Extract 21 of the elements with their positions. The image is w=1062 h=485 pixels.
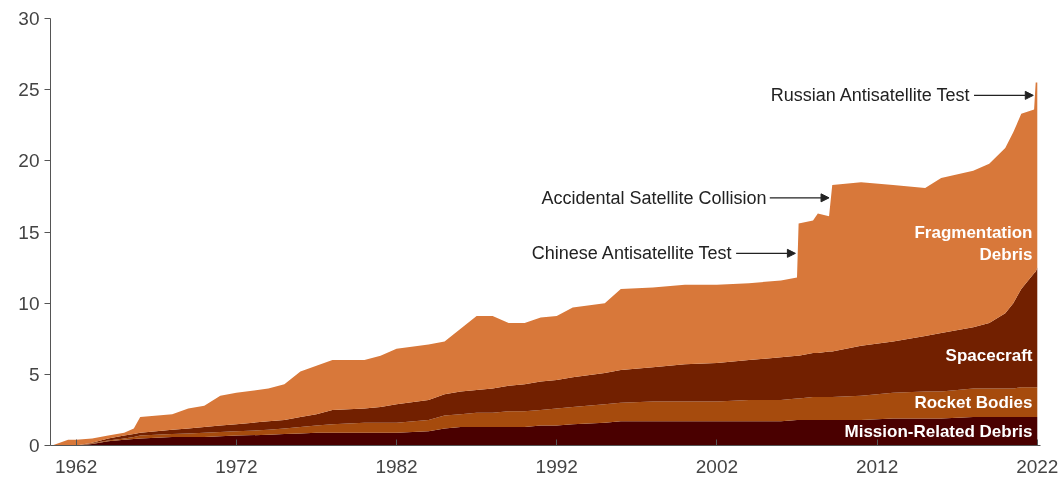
series-label: Fragmentation Debris bbox=[914, 222, 1033, 264]
series-label: Rocket Bodies bbox=[914, 393, 1033, 413]
y-tick-label: 30 bbox=[18, 8, 40, 29]
y-tick-label: 20 bbox=[18, 150, 40, 172]
y-tick-label: 0 bbox=[28, 435, 40, 456]
annotation: Russian Antisatellite Test bbox=[770, 85, 970, 106]
annotation: Accidental Satellite Collision bbox=[541, 187, 767, 208]
x-tick-label: 2012 bbox=[855, 455, 899, 477]
y-tick-label: 25 bbox=[18, 79, 40, 101]
x-tick-label: 1962 bbox=[55, 455, 98, 477]
x-tick-label: 2002 bbox=[695, 455, 739, 477]
annotation: Chinese Antisatellite Test bbox=[531, 243, 732, 264]
y-tick-label: 10 bbox=[18, 292, 40, 314]
series-label: Mission-Related Debris bbox=[844, 421, 1033, 441]
y-tick-label: 15 bbox=[18, 221, 40, 243]
x-tick-label: 1992 bbox=[535, 455, 578, 477]
y-tick-label: 5 bbox=[28, 363, 40, 385]
series-label: Spacecraft bbox=[945, 346, 1033, 366]
x-tick-label: 1972 bbox=[215, 455, 258, 477]
x-tick-label: 1982 bbox=[375, 455, 418, 477]
x-tick-label: 2022 bbox=[1016, 455, 1059, 477]
